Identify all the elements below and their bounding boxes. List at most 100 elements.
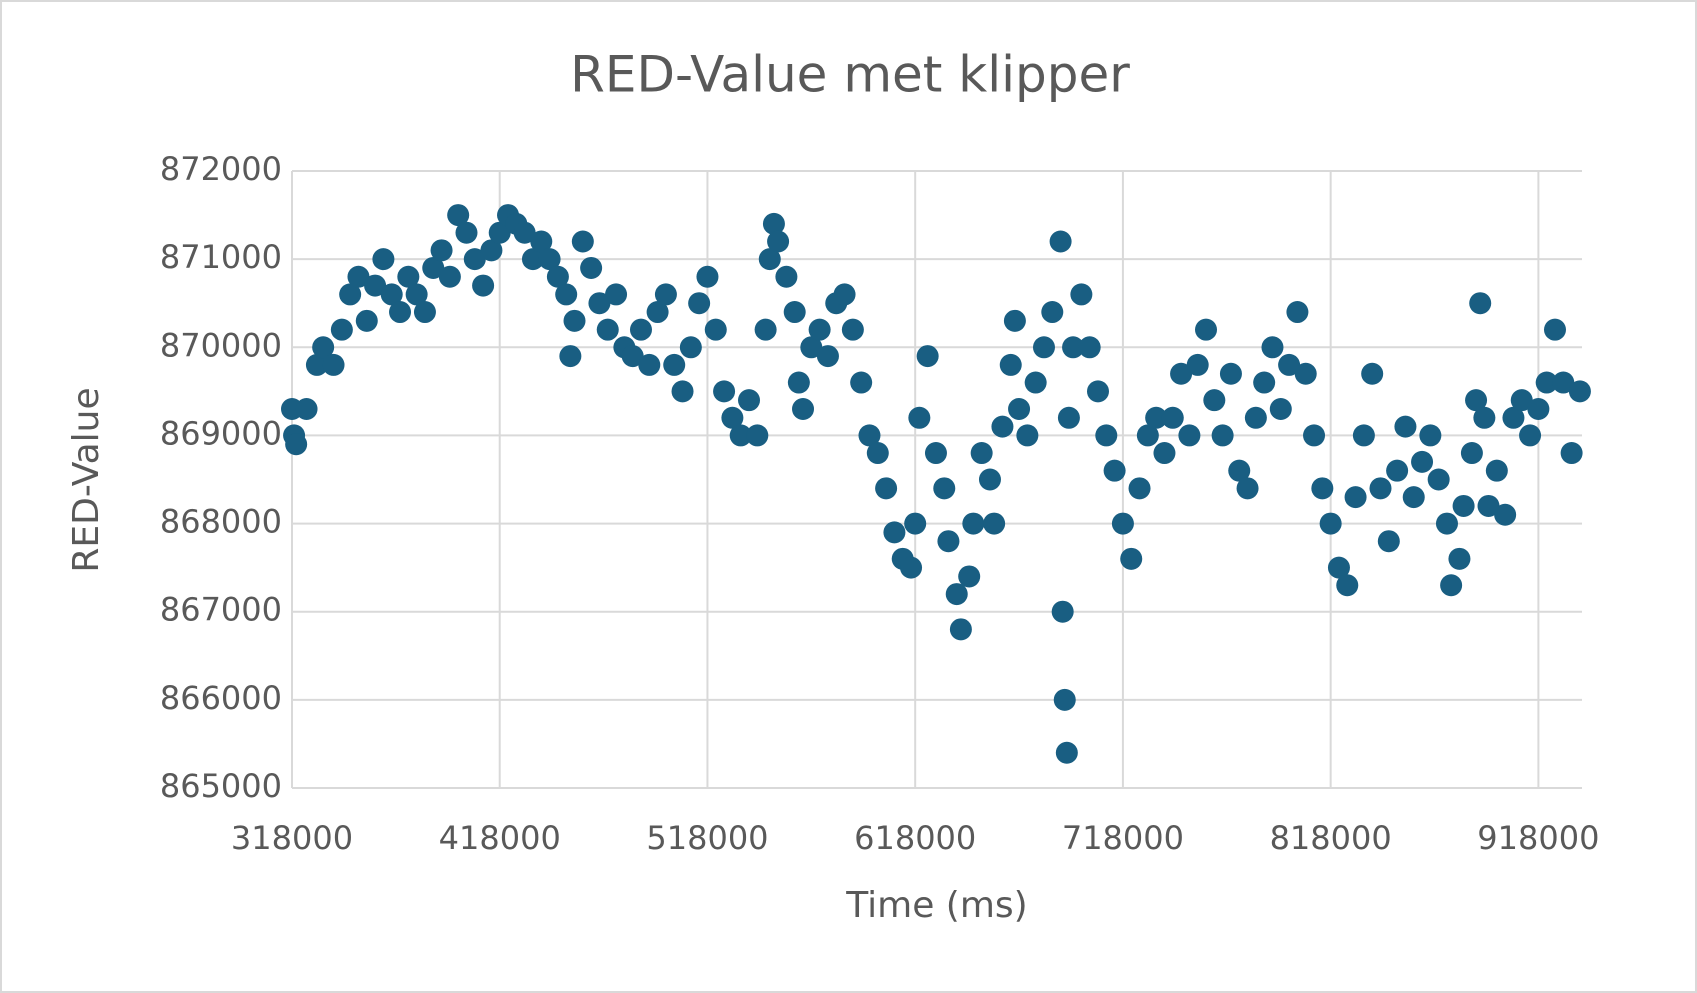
point — [546, 265, 569, 288]
point — [347, 265, 370, 288]
point — [1402, 486, 1425, 509]
x-tick-label: 318000 — [231, 819, 353, 857]
point — [654, 283, 677, 306]
point — [1527, 397, 1550, 420]
point — [1055, 741, 1078, 764]
point — [1253, 371, 1276, 394]
point — [758, 248, 781, 271]
point — [380, 283, 403, 306]
point — [991, 415, 1014, 438]
point — [1465, 389, 1488, 412]
point — [1003, 309, 1026, 332]
point — [1344, 486, 1367, 509]
point — [1510, 389, 1533, 412]
point — [1120, 547, 1143, 570]
point — [962, 512, 985, 535]
y-tick-label: 867000 — [160, 591, 282, 629]
point — [580, 256, 603, 279]
point — [1303, 424, 1326, 447]
point — [775, 265, 798, 288]
point — [1049, 230, 1072, 253]
point — [588, 292, 611, 315]
point — [1440, 574, 1463, 597]
point — [605, 283, 628, 306]
point — [1103, 459, 1126, 482]
point — [563, 309, 586, 332]
point — [1502, 406, 1525, 429]
point — [949, 618, 972, 641]
point — [1535, 371, 1558, 394]
point — [1369, 477, 1392, 500]
point — [1477, 494, 1500, 517]
point — [1473, 406, 1496, 429]
point — [646, 301, 669, 324]
point — [1062, 336, 1085, 359]
point — [1051, 600, 1074, 623]
point — [1485, 459, 1508, 482]
point — [1111, 512, 1134, 535]
point — [621, 345, 644, 368]
point — [463, 248, 486, 271]
point — [1008, 397, 1031, 420]
y-tick-label: 868000 — [160, 503, 282, 541]
point — [1435, 512, 1458, 535]
point — [513, 221, 536, 244]
point — [1145, 406, 1168, 429]
point — [330, 318, 353, 341]
point — [530, 230, 553, 253]
point — [1327, 556, 1350, 579]
point — [945, 583, 968, 606]
x-tick-label: 518000 — [646, 819, 768, 857]
point — [447, 204, 470, 227]
point — [430, 239, 453, 262]
point — [629, 318, 652, 341]
point — [1244, 406, 1267, 429]
point — [1494, 503, 1517, 526]
point — [397, 265, 420, 288]
point — [521, 248, 544, 271]
point — [571, 230, 594, 253]
point — [1024, 371, 1047, 394]
point — [422, 256, 445, 279]
point — [1032, 336, 1055, 359]
y-tick-label: 871000 — [160, 238, 282, 276]
point — [1153, 442, 1176, 465]
point — [364, 274, 387, 297]
point — [978, 468, 1001, 491]
point — [372, 248, 395, 271]
point — [916, 345, 939, 368]
point — [1286, 301, 1309, 324]
point — [1269, 397, 1292, 420]
point — [1203, 389, 1226, 412]
point — [729, 424, 752, 447]
point — [555, 283, 578, 306]
point — [488, 221, 511, 244]
point — [1219, 362, 1242, 385]
point — [858, 424, 881, 447]
point — [1178, 424, 1201, 447]
point — [908, 406, 931, 429]
point — [1236, 477, 1259, 500]
point — [704, 318, 727, 341]
x-tick-label: 818000 — [1270, 819, 1392, 857]
point — [816, 345, 839, 368]
point — [663, 353, 686, 376]
point — [933, 477, 956, 500]
point — [1568, 380, 1591, 403]
point — [1419, 424, 1442, 447]
point — [322, 353, 345, 376]
y-axis-title: RED-Value — [66, 387, 107, 572]
point — [305, 353, 328, 376]
point — [1552, 371, 1575, 394]
point — [1411, 450, 1434, 473]
point — [1519, 424, 1542, 447]
point — [1311, 477, 1334, 500]
point — [1448, 547, 1471, 570]
point — [1078, 336, 1101, 359]
point — [472, 274, 495, 297]
point — [1452, 494, 1475, 517]
point — [783, 301, 806, 324]
x-tick-label: 718000 — [1062, 819, 1184, 857]
point — [850, 371, 873, 394]
